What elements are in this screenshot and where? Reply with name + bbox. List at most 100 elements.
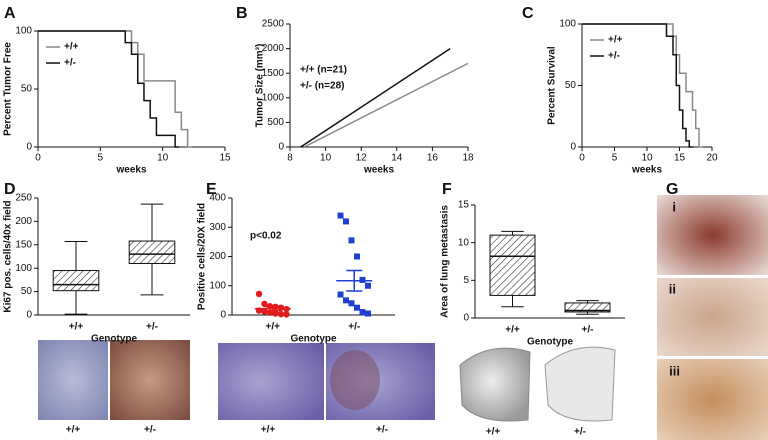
y-tick-label: 400 — [209, 193, 226, 204]
x-tick-label: 16 — [427, 153, 439, 164]
x-tick-label: 10 — [157, 153, 169, 164]
x-tick-label: +/+ — [266, 322, 281, 333]
y-tick-label: 2000 — [262, 43, 285, 54]
y-tick-label: 50 — [21, 286, 33, 297]
y-axis-label: Percent Tumor Free — [3, 42, 14, 136]
y-tick-label: 0 — [26, 142, 32, 153]
micrograph — [218, 343, 324, 420]
y-tick-label: 500 — [267, 117, 284, 128]
image-label: i — [672, 199, 676, 214]
survival-curve — [582, 23, 694, 148]
legend-label: +/+ — [608, 35, 623, 46]
point — [255, 290, 263, 298]
y-axis-label: Area of lung metastasis — [440, 205, 451, 318]
y-tick-label: 1500 — [262, 68, 285, 79]
point — [359, 309, 366, 316]
survival-curve — [38, 30, 180, 148]
box — [564, 302, 611, 313]
point — [277, 310, 285, 318]
annotation: p<0.02 — [250, 231, 282, 242]
point — [283, 311, 290, 318]
y-tick-label: 100 — [15, 26, 32, 37]
point — [365, 282, 371, 289]
image-label: iii — [669, 363, 680, 378]
panel-letter: C — [522, 5, 534, 22]
legend-label: +/- — [608, 51, 620, 62]
y-tick-label: 0 — [463, 313, 469, 324]
point — [354, 304, 360, 311]
micrograph — [657, 195, 768, 275]
panel-letter: F — [442, 181, 452, 198]
growth-line — [303, 62, 469, 148]
panel-letter: E — [206, 181, 217, 198]
point — [343, 297, 349, 304]
y-tick-label: 0 — [26, 310, 32, 321]
y-tick-label: 150 — [15, 239, 32, 250]
y-tick-label: 300 — [209, 222, 226, 233]
image-label: +/- — [144, 425, 156, 436]
x-axis-label: Genotype — [290, 334, 337, 345]
image-label: +/+ — [261, 425, 276, 436]
y-tick-label: 0 — [570, 142, 576, 153]
growth-line — [300, 47, 451, 148]
x-axis-label: weeks — [631, 165, 662, 176]
y-axis-label: Ki67 pos. cells/40x field — [3, 200, 14, 312]
x-tick-label: 8 — [287, 153, 293, 164]
x-tick-label: +/- — [146, 322, 158, 333]
survival-curve — [582, 23, 703, 148]
image-label: ii — [669, 281, 676, 296]
x-tick-label: 15 — [219, 153, 231, 164]
y-tick-label: 0 — [220, 310, 226, 321]
point — [348, 237, 355, 244]
y-tick-label: 50 — [21, 84, 33, 95]
y-tick-label: 15 — [458, 200, 470, 211]
box — [128, 240, 176, 265]
y-axis-label: Positive cells/20X field — [197, 203, 208, 310]
image-label: +/- — [574, 427, 586, 438]
y-tick-label: 100 — [15, 263, 32, 274]
survival-curve — [38, 30, 192, 148]
panel-letter: D — [4, 181, 16, 198]
x-axis-label: weeks — [115, 165, 146, 176]
y-tick-label: 100 — [209, 280, 226, 291]
panel-letter: G — [666, 181, 678, 198]
point — [359, 276, 366, 283]
x-tick-label: +/- — [348, 322, 360, 333]
micrograph — [110, 340, 190, 420]
y-tick-label: 200 — [15, 216, 32, 227]
x-tick-label: 18 — [462, 153, 474, 164]
panel-letter: A — [4, 5, 16, 22]
y-tick-label: 5 — [463, 275, 469, 286]
x-tick-label: 12 — [356, 153, 368, 164]
lung — [544, 346, 616, 422]
point — [354, 253, 360, 260]
x-tick-label: +/+ — [69, 322, 84, 333]
y-tick-label: 200 — [209, 251, 226, 262]
image-label: +/- — [376, 425, 388, 436]
x-tick-label: 15 — [674, 153, 686, 164]
point — [261, 300, 268, 308]
x-tick-label: 5 — [612, 153, 618, 164]
x-axis-label: Genotype — [91, 334, 138, 345]
y-tick-label: 10 — [458, 237, 470, 248]
image-label: +/+ — [66, 425, 81, 436]
point — [343, 218, 349, 225]
legend-label: +/+ — [64, 42, 79, 53]
x-tick-label: 20 — [706, 153, 718, 164]
x-tick-label: +/- — [582, 325, 594, 336]
micrograph — [657, 278, 768, 356]
micrograph — [38, 340, 108, 420]
x-tick-label: 10 — [320, 153, 332, 164]
point — [337, 212, 344, 219]
y-tick-label: 250 — [15, 193, 32, 204]
image-label: +/+ — [486, 427, 501, 438]
x-tick-label: +/+ — [505, 325, 520, 336]
x-axis-label: weeks — [363, 165, 394, 176]
x-tick-label: 0 — [35, 153, 41, 164]
stain — [330, 350, 380, 410]
point — [348, 300, 355, 307]
y-tick-label: 50 — [565, 80, 577, 91]
x-tick-label: 10 — [641, 153, 653, 164]
box — [52, 270, 100, 292]
